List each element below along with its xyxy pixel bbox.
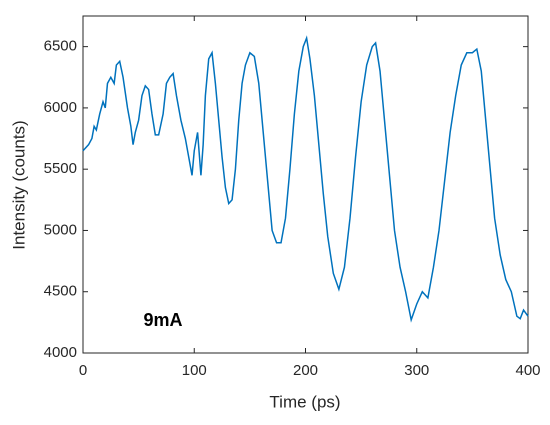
x-axis-label: Time (ps) xyxy=(269,392,340,411)
y-tick-label: 6000 xyxy=(44,99,77,116)
x-tick-label: 300 xyxy=(404,362,429,379)
x-tick-label: 100 xyxy=(182,362,207,379)
annotation: 9mA xyxy=(143,310,182,330)
x-tick-label: 0 xyxy=(79,362,87,379)
y-tick-label: 4500 xyxy=(44,283,77,300)
data-line xyxy=(82,35,529,323)
y-tick-label: 5000 xyxy=(44,221,77,238)
y-tick-label: 6500 xyxy=(44,38,77,55)
x-tick-label: 200 xyxy=(293,362,318,379)
x-tick-label: 400 xyxy=(515,362,540,379)
y-tick-label: 4000 xyxy=(44,344,77,361)
y-tick-label: 5500 xyxy=(44,160,77,177)
y-axis-label: Intensity (counts) xyxy=(9,120,28,249)
